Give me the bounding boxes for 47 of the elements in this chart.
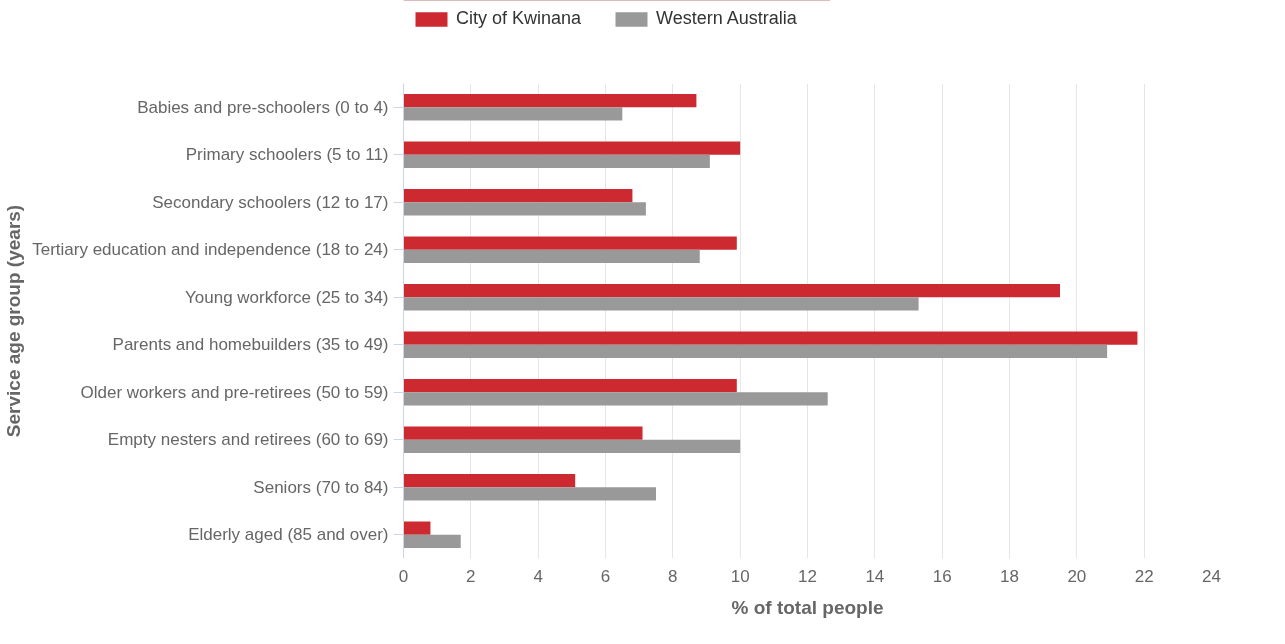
x-tick-label: 4: [533, 566, 543, 586]
legend-label: City of Kwinana: [456, 8, 582, 29]
bar: [403, 297, 919, 311]
y-tick-label: Parents and homebuilders (35 to 49): [112, 335, 389, 355]
y-tick-label: Babies and pre-schoolers (0 to 4): [137, 97, 389, 117]
x-axis-title: % of total people: [731, 596, 884, 618]
bar: [403, 93, 697, 108]
bar: [403, 236, 737, 250]
y-tick-label: Older workers and pre-retirees (50 to 59): [80, 382, 389, 402]
bar: [403, 249, 700, 264]
x-tick-label: 12: [798, 566, 817, 586]
x-tick-label: 14: [865, 566, 885, 586]
bar: [403, 487, 656, 501]
bar: [403, 534, 461, 549]
bar: [403, 202, 646, 216]
y-tick-label: Seniors (70 to 84): [253, 477, 389, 497]
y-axis-title: Service age group (years): [3, 204, 25, 438]
y-tick-label: Tertiary education and independence (18 to 24): [32, 240, 389, 260]
bar: [403, 188, 633, 203]
bar: [403, 473, 576, 488]
x-tick-label: 24: [1202, 566, 1221, 586]
bar: [403, 141, 741, 155]
x-tick-label: 16: [932, 566, 952, 586]
x-tick-label: 8: [668, 566, 678, 586]
x-tick-label: 6: [600, 566, 611, 586]
legend-label: Western Australia: [656, 8, 797, 29]
bar: [403, 392, 828, 406]
y-tick-label: Secondary schoolers (12 to 17): [152, 192, 389, 212]
bar: [403, 344, 1108, 359]
x-tick-label: 22: [1134, 566, 1154, 586]
x-tick-label: 10: [730, 566, 750, 586]
x-tick-label: 2: [466, 566, 476, 586]
bar: [403, 439, 741, 454]
bar: [403, 154, 710, 169]
x-tick-label: 18: [1000, 566, 1019, 586]
y-tick-label: Primary schoolers (5 to 11): [185, 145, 389, 165]
x-tick-label: 0: [398, 566, 409, 586]
y-tick-label: Empty nesters and retirees (60 to 69): [107, 430, 389, 450]
x-tick-label: 20: [1067, 566, 1087, 586]
y-tick-label: Young workforce (25 to 34): [185, 287, 389, 307]
bar: [403, 521, 431, 535]
bar: [403, 331, 1138, 345]
bar: [403, 378, 737, 393]
bar: [403, 283, 1060, 298]
y-tick-label: Elderly aged (85 and over): [188, 525, 389, 545]
bar: [403, 426, 643, 440]
bar: [403, 107, 623, 121]
